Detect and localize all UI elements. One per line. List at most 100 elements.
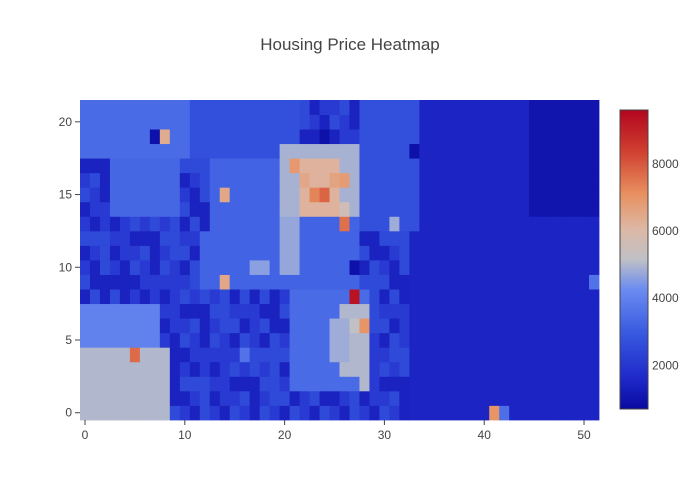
heatmap-cell [399,274,410,290]
heatmap-cell [429,201,440,217]
heatmap-cell [559,303,570,319]
heatmap-cell [279,361,290,377]
heatmap-cell [99,158,111,174]
heatmap-cell [239,129,251,145]
heatmap-cell [469,274,480,290]
heatmap-cell [149,260,161,275]
heatmap-cell [269,260,281,275]
heatmap-cell [299,405,310,421]
heatmap-cell [349,390,360,406]
heatmap-cell [249,274,261,290]
heatmap-cell [499,260,510,275]
heatmap-cell [429,114,440,130]
heatmap-cell [279,390,290,406]
heatmap-cell [169,245,181,261]
heatmap-cell [479,201,490,217]
heatmap-cell [169,172,181,188]
heatmap-cell [549,245,560,261]
heatmap-cell [249,114,261,130]
heatmap-cell [449,260,460,275]
heatmap-cell [289,390,300,406]
heatmap-cell [80,274,91,290]
heatmap-cell [279,100,290,115]
heatmap-cell [249,347,261,363]
heatmap-cell [109,289,121,305]
heatmap-cell [559,114,570,130]
heatmap-cell [89,129,101,145]
heatmap-cell [279,158,290,174]
heatmap-cell [579,274,590,290]
heatmap-cell [389,201,400,217]
heatmap-cell [589,361,600,377]
heatmap-cell [389,114,400,130]
heatmap-cell [519,216,530,232]
heatmap-cell [149,289,161,305]
heatmap-cell [159,332,171,348]
heatmap-cell [369,143,380,159]
heatmap-cell [529,303,540,319]
heatmap-cell [499,143,510,159]
heatmap-cell [169,158,181,174]
heatmap-cell [349,114,360,130]
heatmap-cell [169,187,181,203]
heatmap-cell [359,216,370,232]
heatmap-cell [429,230,440,246]
heatmap-cell [429,318,440,334]
heatmap-cell [439,216,450,232]
heatmap-cell [389,100,400,115]
heatmap-cell [579,390,590,406]
heatmap-cell [139,376,151,392]
heatmap-cell [209,390,221,406]
heatmap-cell [329,274,340,290]
heatmap-cell [419,245,430,261]
heatmap-cell [509,143,520,159]
heatmap-cell [259,260,271,275]
heatmap-cell [509,405,520,421]
y-tick-label: 20 [59,115,73,129]
heatmap-cell [549,216,560,232]
heatmap-cell [569,143,580,159]
heatmap-cell [219,390,231,406]
heatmap-cell [319,114,330,130]
heatmap-cell [209,303,221,319]
heatmap-cell [279,376,290,392]
heatmap-cell [539,201,550,217]
heatmap-cell [529,187,540,203]
heatmap-cell [389,129,400,145]
heatmap-cell [499,289,510,305]
heatmap-cell [469,405,480,421]
heatmap-cell [229,100,241,115]
heatmap-cell [409,143,420,159]
heatmap-cell [459,245,470,261]
heatmap-cell [539,158,550,174]
heatmap-cell [219,405,231,421]
heatmap-cell [199,172,211,188]
heatmap-cell [419,201,430,217]
heatmap-cell [279,201,290,217]
heatmap-cell [129,289,141,305]
heatmap-cell [179,187,191,203]
heatmap-cell [529,143,540,159]
heatmap-cell [149,347,161,363]
heatmap-cell [559,376,570,392]
heatmap-cell [479,260,490,275]
heatmap-cell [80,187,91,203]
heatmap-cell [579,143,590,159]
heatmap-cell [569,216,580,232]
heatmap-cell [129,274,141,290]
heatmap-cell [229,318,241,334]
heatmap-cell [449,376,460,392]
heatmap-cell [139,361,151,377]
heatmap-cell [389,230,400,246]
heatmap-cell [249,187,261,203]
heatmap-cell [269,143,281,159]
heatmap-cell [249,260,261,275]
heatmap-cell [89,361,101,377]
heatmap-cell [169,274,181,290]
heatmap-cell [80,332,91,348]
heatmap-cell [219,143,231,159]
heatmap-cell [399,260,410,275]
heatmap-cell [439,158,450,174]
heatmap-cell [299,332,310,348]
heatmap-cell [489,129,500,145]
